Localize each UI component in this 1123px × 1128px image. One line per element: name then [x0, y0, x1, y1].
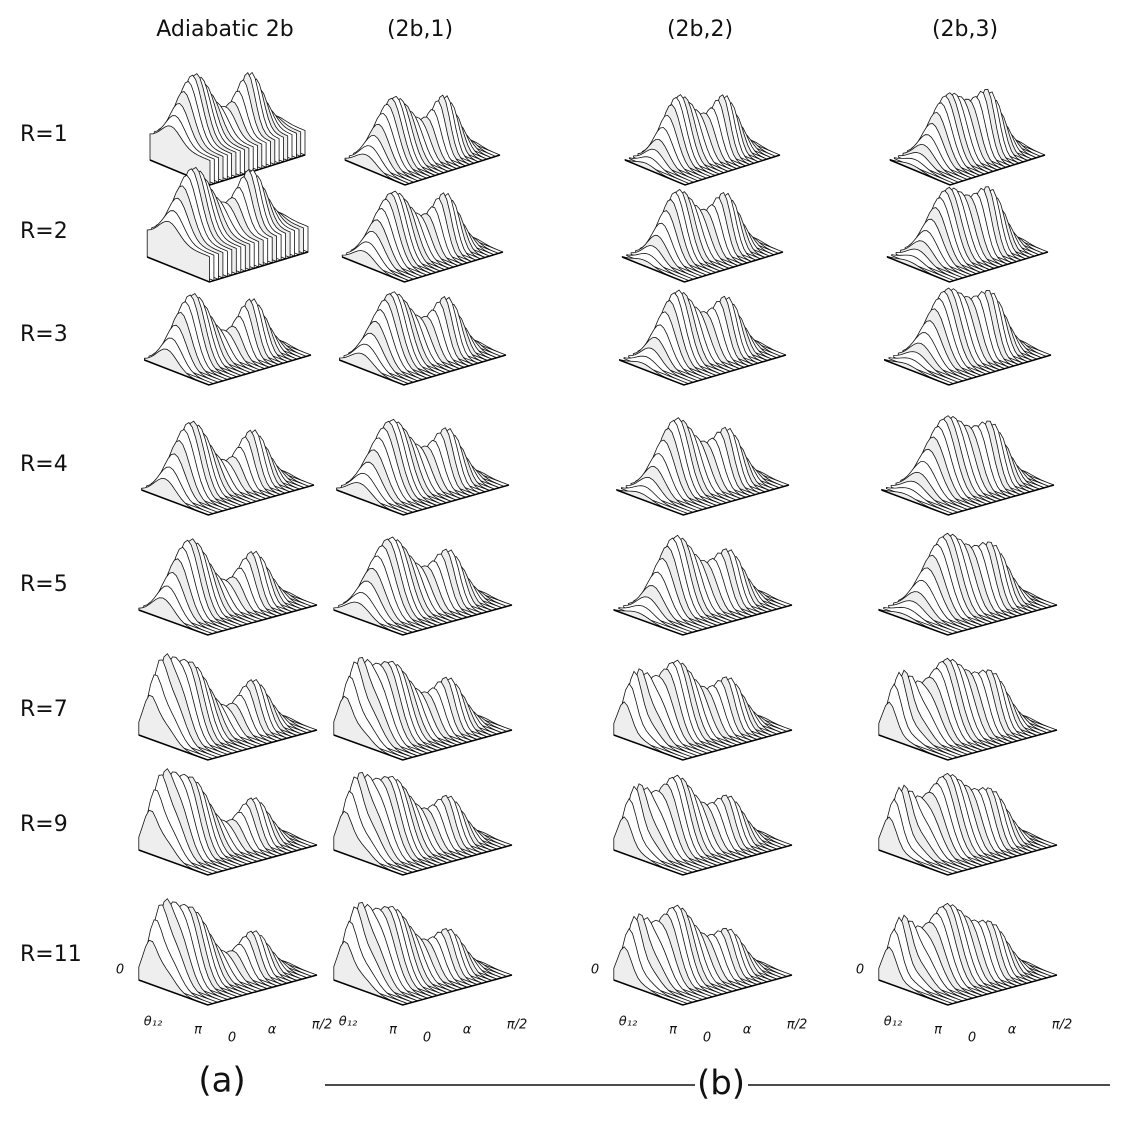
- surface-plot: [334, 773, 512, 876]
- axis-label: 0: [116, 963, 124, 978]
- surface-plot: [147, 167, 308, 282]
- axis-label: α: [743, 1023, 752, 1038]
- axis-label: θ₁₂: [619, 1015, 637, 1030]
- surface-plot: [334, 537, 512, 635]
- row-label: R=5: [20, 572, 68, 597]
- surface-plot: [622, 189, 783, 282]
- axis-label: π/2: [312, 1018, 332, 1033]
- axis-label: π: [934, 1023, 942, 1038]
- surface-plot: [879, 773, 1057, 875]
- axis-label: θ₁₂: [884, 1015, 902, 1030]
- surface-plot: [614, 905, 792, 1005]
- surface-plot: [139, 654, 317, 760]
- figure: (a) (b) Adiabatic 2b (2b,1) (2b,2) (2b,3) R=…: [0, 0, 1123, 1128]
- axis-label: 0: [703, 1031, 711, 1046]
- row-label: R=11: [20, 942, 82, 967]
- axis-label: π/2: [1052, 1018, 1072, 1033]
- surface-plot: [139, 769, 317, 875]
- axis-label: θ₁₂: [339, 1015, 357, 1030]
- row-label: R=1: [20, 122, 68, 147]
- surface-plot: [334, 903, 512, 1006]
- row-label: R=9: [20, 812, 68, 837]
- axis-label: 0: [856, 963, 864, 978]
- axis-label: α: [463, 1023, 472, 1038]
- surface-plot: [617, 418, 789, 515]
- axis-label: 0: [228, 1031, 236, 1046]
- axis-label: θ₁₂: [144, 1015, 162, 1030]
- surface-plot: [882, 416, 1054, 515]
- axis-label: π: [389, 1023, 397, 1038]
- surface-plot: [890, 89, 1045, 185]
- row-label: R=2: [20, 219, 68, 244]
- surface-plot: [142, 421, 314, 515]
- axis-label: 0: [423, 1031, 431, 1046]
- surface-plot: [139, 899, 317, 1005]
- surface-plot: [144, 294, 311, 386]
- surface-plot: [139, 539, 317, 635]
- surface-plot: [887, 187, 1048, 282]
- column-header: (2b,1): [387, 17, 453, 42]
- axis-label: α: [268, 1023, 277, 1038]
- surface-plot: [334, 658, 512, 761]
- column-header: (2b,2): [667, 17, 733, 42]
- panel-label: (a): [198, 1061, 245, 1101]
- surface-plot: [625, 95, 780, 185]
- surface-plot: [879, 658, 1057, 760]
- surface-plot: [879, 533, 1057, 635]
- surface-plot: [884, 288, 1051, 385]
- surface-plot: [345, 95, 500, 185]
- axis-label: α: [1008, 1023, 1017, 1038]
- surface-plot: [614, 535, 792, 635]
- axis-label: 0: [968, 1031, 976, 1046]
- surface-plot: [619, 290, 786, 385]
- panel-label: (b): [697, 1064, 745, 1104]
- axis-label: π/2: [787, 1018, 807, 1033]
- surface-plot: [614, 775, 792, 875]
- column-header: Adiabatic 2b: [156, 17, 293, 42]
- surface-plot: [342, 191, 503, 282]
- surface-plot: [150, 73, 305, 186]
- row-label: R=4: [20, 452, 68, 477]
- column-header: (2b,3): [932, 17, 998, 42]
- surface-plot: [339, 292, 506, 385]
- axis-label: π: [194, 1023, 202, 1038]
- surface-plot: [879, 903, 1057, 1005]
- row-label: R=3: [20, 322, 68, 347]
- surface-plot: [614, 660, 792, 760]
- surface-plot: [337, 419, 509, 515]
- axis-label: π: [669, 1023, 677, 1038]
- axis-label: 0: [591, 963, 599, 978]
- row-label: R=7: [20, 697, 68, 722]
- axis-label: π/2: [507, 1018, 527, 1033]
